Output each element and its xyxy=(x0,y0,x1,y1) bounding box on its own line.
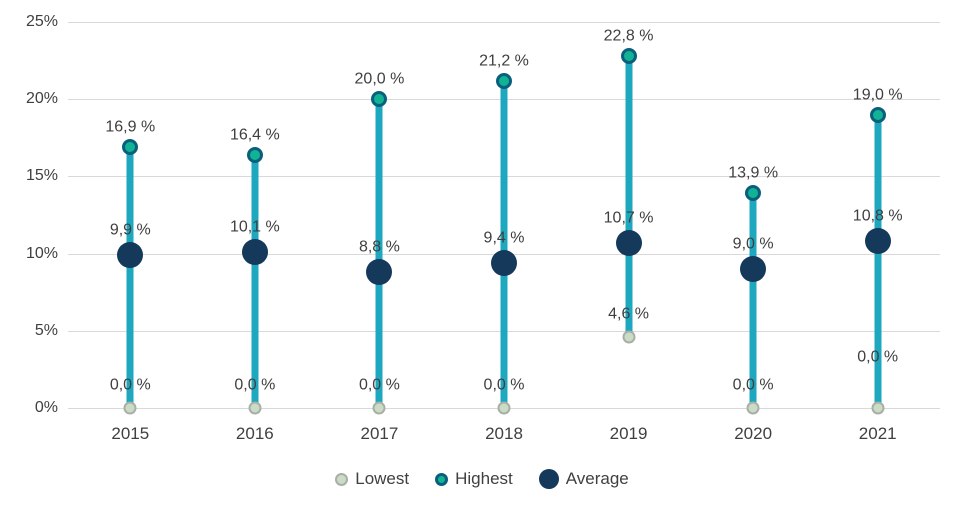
data-label-average-2021: 10,8 % xyxy=(852,207,903,225)
marker-average-2018 xyxy=(491,249,517,276)
connector-line-2021 xyxy=(874,114,882,408)
marker-lowest-2021 xyxy=(871,401,885,415)
connector-line-2015 xyxy=(126,147,134,408)
data-label-average-2020: 9,0 % xyxy=(732,235,774,253)
gridline-25% xyxy=(68,22,940,23)
connector-line-2020 xyxy=(749,193,757,408)
legend: Lowest Highest Average xyxy=(0,466,964,492)
data-label-average-2017: 8,8 % xyxy=(358,238,400,256)
legend-label-highest: Highest xyxy=(455,469,513,488)
legend-item-highest: Highest xyxy=(435,469,513,489)
marker-highest-2018 xyxy=(496,72,512,89)
data-label-lowest-2017: 0,0 % xyxy=(358,376,400,394)
marker-lowest-2019 xyxy=(622,330,636,344)
marker-highest-2017 xyxy=(371,91,388,108)
data-label-highest-2017: 20,0 % xyxy=(354,70,405,88)
legend-highest-marker-icon xyxy=(435,472,449,486)
legend-item-average: Average xyxy=(538,469,629,489)
marker-highest-2015 xyxy=(122,139,139,156)
data-label-highest-2018: 21,2 % xyxy=(479,52,529,70)
data-label-average-2019: 10,7 % xyxy=(603,209,654,227)
legend-item-lowest: Lowest xyxy=(335,469,409,489)
x-tick-label-2017: 2017 xyxy=(360,424,399,443)
y-tick-label-0%: 0% xyxy=(34,399,58,416)
x-tick-label-2016: 2016 xyxy=(235,424,274,443)
data-label-lowest-2020: 0,0 % xyxy=(732,376,774,394)
y-tick-label-5%: 5% xyxy=(34,321,58,339)
marker-highest-2016 xyxy=(246,146,263,163)
data-label-lowest-2021: 0,0 % xyxy=(857,348,899,366)
data-label-highest-2015: 16,9 % xyxy=(105,118,156,136)
data-label-highest-2016: 16,4 % xyxy=(229,126,280,144)
legend-label-lowest: Lowest xyxy=(355,469,410,488)
data-label-average-2015: 9,9 % xyxy=(109,221,151,239)
marker-lowest-2017 xyxy=(372,401,386,415)
connector-line-2017 xyxy=(375,99,383,408)
connector-line-2018 xyxy=(500,80,508,408)
marker-average-2015 xyxy=(117,242,144,269)
data-label-average-2016: 10,1 % xyxy=(229,218,280,236)
marker-lowest-2018 xyxy=(497,401,511,415)
marker-average-2020 xyxy=(740,256,767,283)
connector-line-2016 xyxy=(251,154,259,408)
connector-line-2019 xyxy=(625,55,633,337)
y-tick-label-15%: 15% xyxy=(25,167,58,185)
marker-lowest-2015 xyxy=(123,401,137,415)
data-label-highest-2021: 19,0 % xyxy=(852,86,903,104)
data-label-lowest-2018: 0,0 % xyxy=(483,376,525,394)
x-tick-label-2020: 2020 xyxy=(734,424,773,443)
legend-average-marker-icon xyxy=(538,469,559,489)
data-label-average-2018: 9,4 % xyxy=(483,229,525,247)
data-label-highest-2020: 13,9 % xyxy=(728,164,779,182)
data-label-lowest-2019: 4,6 % xyxy=(608,305,650,323)
marker-average-2017 xyxy=(366,259,393,286)
marker-highest-2019 xyxy=(620,47,637,64)
x-tick-label-2019: 2019 xyxy=(609,424,648,443)
x-tick-label-2018: 2018 xyxy=(485,424,523,443)
marker-lowest-2016 xyxy=(248,401,262,415)
marker-highest-2021 xyxy=(869,106,886,123)
marker-average-2016 xyxy=(241,239,268,266)
y-tick-label-20%: 20% xyxy=(25,90,58,108)
x-tick-label-2015: 2015 xyxy=(111,424,150,443)
x-tick-label-2021: 2021 xyxy=(858,424,897,443)
marker-average-2019 xyxy=(615,229,642,256)
data-label-highest-2019: 22,8 % xyxy=(603,27,654,45)
y-tick-label-10%: 10% xyxy=(25,244,58,262)
data-label-lowest-2015: 0,0 % xyxy=(109,376,151,394)
marker-highest-2020 xyxy=(745,185,762,202)
data-label-lowest-2016: 0,0 % xyxy=(234,376,276,394)
legend-label-average: Average xyxy=(565,469,629,488)
marker-average-2021 xyxy=(864,228,891,255)
marker-lowest-2020 xyxy=(746,401,760,415)
y-tick-label-25%: 25% xyxy=(25,13,58,30)
legend-lowest-marker-icon xyxy=(335,472,349,486)
